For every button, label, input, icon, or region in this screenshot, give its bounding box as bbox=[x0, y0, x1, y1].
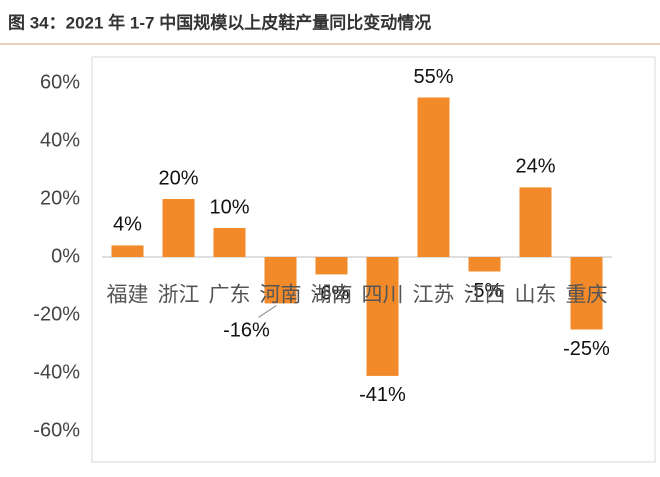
y-tick-label: -20% bbox=[33, 303, 80, 325]
x-tick-label: 浙江 bbox=[158, 284, 200, 307]
chart-title: 图 34：2021 年 1-7 中国规模以上皮鞋产量同比变动情况 bbox=[8, 12, 431, 32]
y-tick-label: 60% bbox=[40, 71, 80, 93]
value-label: 24% bbox=[515, 156, 555, 178]
bar bbox=[366, 257, 399, 376]
leader-line bbox=[258, 304, 277, 318]
bar bbox=[111, 245, 144, 257]
bar bbox=[417, 97, 450, 257]
plot-frame bbox=[91, 56, 656, 463]
value-label: -16% bbox=[223, 320, 270, 342]
x-tick-label: 四川 bbox=[362, 284, 404, 307]
value-label: 55% bbox=[413, 66, 453, 88]
value-label: -5% bbox=[467, 280, 503, 302]
value-label: 20% bbox=[158, 167, 198, 189]
value-label: -41% bbox=[359, 384, 406, 406]
y-tick-label: 0% bbox=[51, 245, 80, 267]
x-tick-label: 江西 bbox=[464, 284, 506, 307]
y-tick-label: 20% bbox=[40, 187, 80, 209]
value-label: 10% bbox=[209, 196, 249, 218]
x-tick-label: 山东 bbox=[515, 284, 557, 307]
bar bbox=[162, 199, 195, 257]
value-label: -25% bbox=[563, 338, 610, 360]
bar bbox=[468, 257, 501, 272]
bar bbox=[570, 257, 603, 330]
x-tick-label: 重庆 bbox=[566, 284, 608, 307]
bar bbox=[519, 187, 552, 257]
x-tick-label: 河南 bbox=[260, 284, 302, 307]
x-tick-label: 江苏 bbox=[413, 284, 455, 307]
x-tick-label: 湖南 bbox=[311, 284, 353, 307]
y-tick-label: -40% bbox=[33, 361, 80, 383]
bar bbox=[315, 257, 348, 275]
y-tick-label: -60% bbox=[33, 419, 80, 441]
y-tick-label: 40% bbox=[40, 129, 80, 151]
x-tick-label: 广东 bbox=[209, 284, 251, 307]
bar bbox=[213, 228, 246, 257]
bar bbox=[264, 257, 297, 304]
x-tick-label: 福建 bbox=[107, 284, 149, 307]
value-label: -6% bbox=[314, 283, 350, 305]
value-label: 4% bbox=[113, 214, 142, 236]
